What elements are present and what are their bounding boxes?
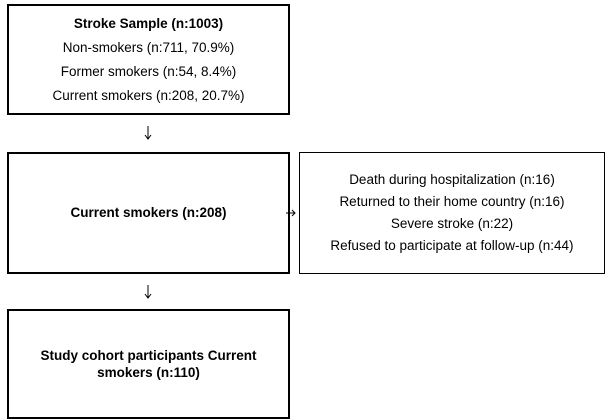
node-line: Death during hospitalization (n:16) bbox=[349, 172, 555, 187]
node-title: Current smokers (n:208) bbox=[70, 205, 227, 220]
arrow-right bbox=[286, 209, 296, 217]
arrow-down bbox=[144, 126, 152, 140]
node-line: Severe stroke (n:22) bbox=[390, 216, 514, 231]
node-line: Refused to participate at follow-up (n:4… bbox=[330, 238, 574, 253]
sample-box: Stroke Sample (n:1003) Non-smokers (n:71… bbox=[7, 4, 290, 115]
node-line: Returned to their home country (n:16) bbox=[339, 194, 565, 209]
node-title: Stroke Sample (n:1003) bbox=[73, 15, 224, 31]
exclusion-box: Death during hospitalization (n:16) Retu… bbox=[299, 152, 605, 274]
arrow-down bbox=[144, 285, 152, 299]
node-line: Non-smokers (n:711, 70.9%) bbox=[62, 39, 235, 55]
node-title: Study cohort participants Current smoker… bbox=[40, 348, 257, 380]
node-line: Current smokers (n:208, 20.7%) bbox=[52, 87, 245, 103]
node-line: Former smokers (n:54, 8.4%) bbox=[60, 63, 237, 79]
cohort-box: Study cohort participants Current smoker… bbox=[7, 309, 290, 419]
